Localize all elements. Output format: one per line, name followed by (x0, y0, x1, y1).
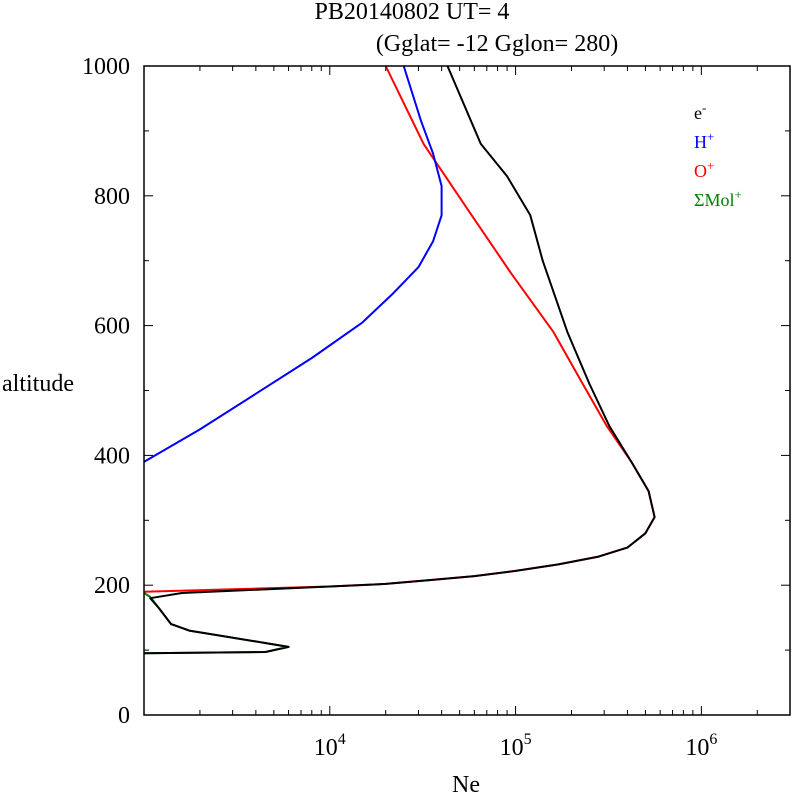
x-tick-label-base: 10 (685, 735, 709, 761)
x-tick-label-exponent: 6 (709, 731, 717, 748)
y-axis-label: altitude (2, 371, 74, 397)
legend-item: ΣMol+ (694, 187, 742, 210)
legend-item-superscript: + (734, 187, 741, 202)
x-tick-label-exponent: 4 (338, 731, 346, 748)
legend-item: H+ (694, 129, 714, 152)
legend: e-H+O+ΣMol+ (694, 100, 742, 210)
x-tick-label-base: 10 (314, 735, 338, 761)
legend-item: O+ (694, 158, 714, 181)
y-tick-label: 800 (94, 184, 130, 210)
legend-item-label: O (694, 161, 707, 181)
x-tick-label-exponent: 5 (524, 731, 532, 748)
x-tick-label: 104 (314, 731, 346, 761)
legend-item-label: H (694, 132, 707, 152)
series-line-o-plus (143, 65, 656, 593)
legend-item-superscript: + (707, 129, 714, 144)
x-tick-label: 106 (685, 731, 717, 761)
y-tick-label: 0 (118, 703, 130, 729)
y-tick-label: 600 (94, 314, 130, 340)
legend-item-label: e (694, 103, 702, 123)
y-tick-label: 200 (94, 573, 130, 599)
y-tick-label: 1000 (82, 54, 130, 80)
x-axis-label: Ne (452, 772, 480, 795)
series-layer (143, 65, 656, 655)
y-tick-label: 400 (94, 443, 130, 469)
chart-title: PB20140802 UT= 4 (315, 0, 510, 25)
x-tick-label: 105 (500, 731, 532, 761)
chart-subtitle: (Gglat= -12 Gglon= 280) (376, 31, 618, 57)
legend-item: e- (694, 100, 706, 123)
legend-item-label: ΣMol (694, 190, 734, 210)
series-line-e-minus (143, 65, 656, 655)
legend-item-superscript: + (707, 158, 714, 173)
series-line-h-plus (143, 65, 443, 463)
legend-item-superscript: - (702, 100, 706, 115)
x-tick-label-base: 10 (500, 735, 524, 761)
